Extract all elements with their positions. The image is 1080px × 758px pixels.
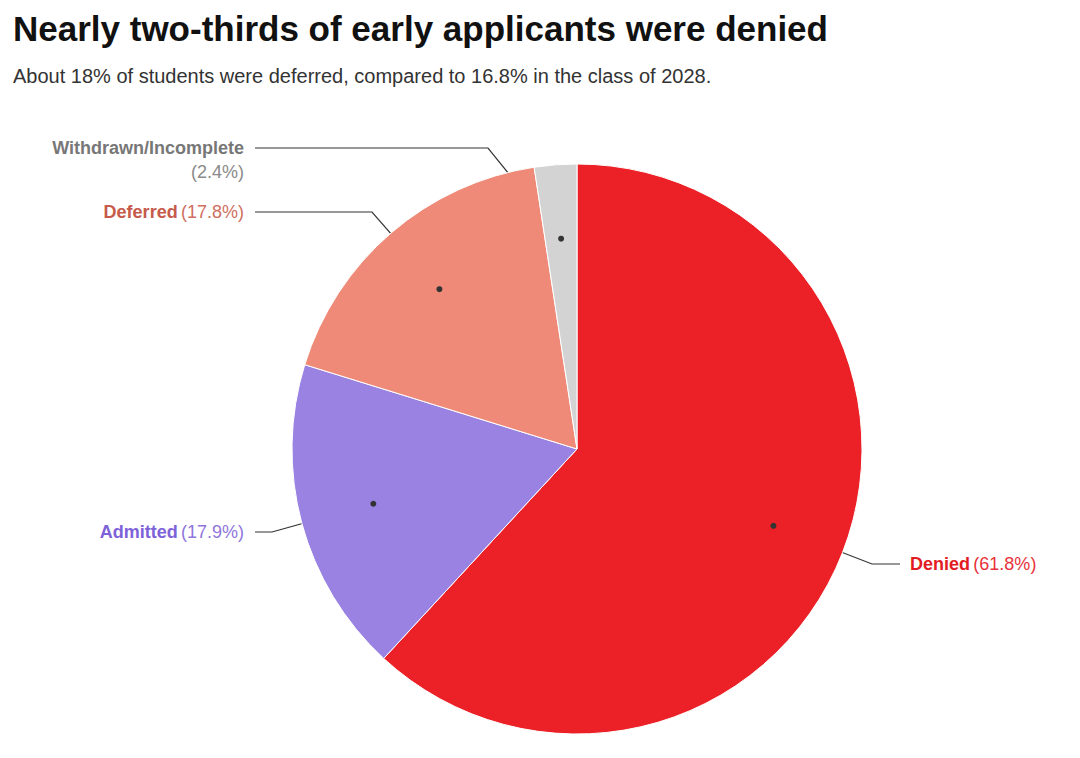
svg-text:Admitted: Admitted [100, 522, 178, 542]
svg-text:(2.4%): (2.4%) [191, 162, 244, 182]
svg-text:(17.9%): (17.9%) [181, 522, 244, 542]
svg-text:Nearly two-thirds of early app: Nearly two-thirds of early applicants we… [13, 9, 828, 48]
svg-text:Deferred: Deferred [104, 202, 178, 222]
svg-text:Denied: Denied [910, 554, 970, 574]
svg-text:Withdrawn/Incomplete: Withdrawn/Incomplete [52, 138, 244, 158]
svg-text:About 18% of students were def: About 18% of students were deferred, com… [13, 65, 711, 87]
svg-text:(61.8%): (61.8%) [973, 554, 1036, 574]
svg-text:(17.8%): (17.8%) [181, 202, 244, 222]
